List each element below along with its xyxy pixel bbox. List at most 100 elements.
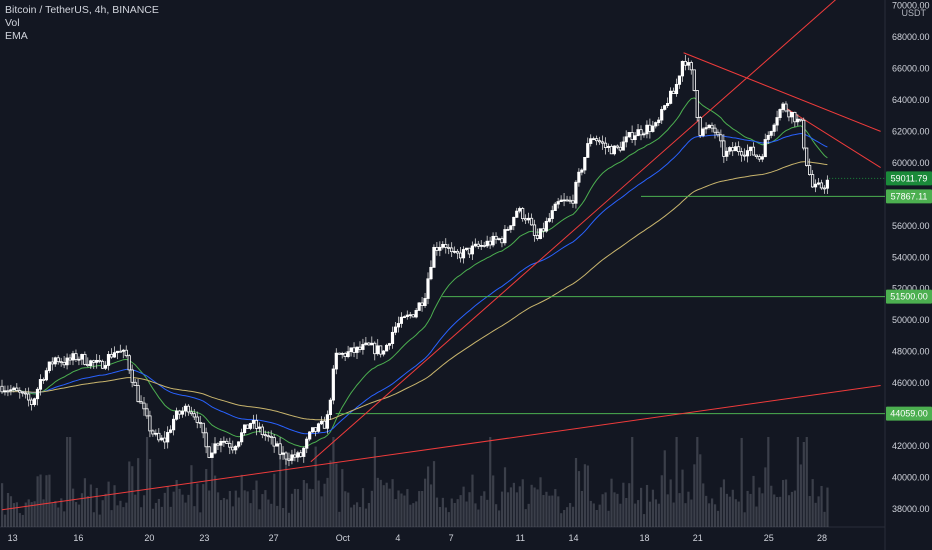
- candle-body: [603, 142, 608, 148]
- candle-body: [396, 323, 401, 328]
- volume-bar: [1, 483, 4, 527]
- candle-body: [216, 443, 220, 446]
- candle-body: [589, 138, 593, 144]
- candle-body: [302, 447, 306, 457]
- volume-bar: [163, 492, 166, 527]
- volume-bar: [432, 461, 436, 527]
- price-tick-label: 66000.00: [892, 63, 930, 73]
- candle-body: [805, 147, 809, 166]
- candle-body: [722, 140, 726, 157]
- candle-body: [482, 245, 486, 247]
- volume-bar: [119, 500, 122, 527]
- volume-bar: [429, 484, 433, 527]
- volume-bar: [675, 437, 678, 527]
- volume-bar: [486, 499, 489, 527]
- volume-bar: [657, 503, 660, 527]
- volume-bar: [734, 499, 737, 527]
- volume-bar: [799, 464, 802, 527]
- candle-body: [583, 157, 587, 171]
- volume-bar: [746, 490, 749, 527]
- candle-body: [157, 432, 161, 441]
- candle-body: [497, 238, 501, 241]
- ema-lines: [1, 97, 828, 448]
- candle-body: [411, 314, 415, 318]
- volume-bar: [820, 485, 823, 527]
- volume-bar: [648, 501, 652, 527]
- volume-bar: [95, 487, 98, 527]
- volume-bar: [489, 437, 492, 527]
- volume-bar: [672, 502, 675, 527]
- candle-body: [305, 438, 309, 449]
- candle-body: [254, 420, 259, 429]
- volume-bar: [453, 502, 456, 527]
- candle-body: [387, 343, 392, 346]
- volume-bar: [569, 502, 572, 527]
- candle-body: [186, 405, 190, 413]
- candle-body: [479, 245, 483, 247]
- candle-body: [453, 250, 457, 253]
- price-tick-label: 68000.00: [892, 32, 930, 42]
- candle-body: [719, 134, 723, 142]
- volume-bar: [24, 502, 27, 527]
- candle-body: [612, 145, 616, 155]
- volume-bar: [758, 487, 761, 527]
- volume-bar: [456, 499, 459, 527]
- volume-bar: [311, 489, 314, 527]
- time-tick-label: Oct: [336, 533, 351, 543]
- price-tick-label: 46000.00: [892, 378, 930, 388]
- volume-bar: [749, 493, 752, 527]
- volume-bar: [705, 495, 708, 527]
- candle-body: [355, 346, 359, 353]
- volume-bar: [637, 500, 640, 527]
- candle-body: [74, 353, 78, 360]
- volume-bar: [610, 478, 613, 527]
- time-tick-label: 18: [640, 533, 650, 543]
- symbol-title[interactable]: Bitcoin / TetherUS, 4h, BINANCE: [5, 4, 159, 16]
- volume-bar: [773, 494, 776, 527]
- volume-bar: [338, 511, 341, 527]
- candle-body: [346, 351, 350, 358]
- candle-body: [521, 208, 525, 220]
- candle-body: [813, 183, 818, 188]
- volume-bar: [329, 460, 332, 527]
- volume-bar: [314, 446, 317, 527]
- volume-bar: [427, 466, 430, 527]
- candle-body: [130, 369, 134, 383]
- candle-body: [651, 125, 655, 132]
- candle-body: [322, 420, 327, 429]
- volume-bar: [350, 507, 353, 527]
- candle-body: [742, 154, 747, 157]
- volume-bar: [157, 498, 160, 527]
- volume-bar: [77, 504, 81, 527]
- volume-bar: [545, 491, 548, 527]
- candle-body: [376, 345, 380, 355]
- volume-bar: [391, 479, 394, 527]
- candle-body: [512, 216, 516, 227]
- volume-bar: [140, 507, 143, 527]
- candle-body: [384, 344, 389, 352]
- volume-bar: [770, 485, 773, 527]
- candle-body: [438, 246, 442, 251]
- candle-body: [414, 310, 418, 318]
- volume-bar: [566, 507, 569, 527]
- candle-body: [580, 169, 584, 173]
- candle-body: [503, 229, 507, 244]
- volume-bar: [148, 458, 152, 527]
- volume-bar: [160, 506, 163, 527]
- candle-body: [470, 245, 474, 255]
- volume-bar: [719, 487, 723, 527]
- candle-body: [316, 423, 321, 432]
- volume-bar: [503, 467, 507, 527]
- candle-body: [32, 398, 37, 405]
- volume-bar: [12, 503, 16, 527]
- candle-body: [278, 443, 282, 455]
- candle-body: [447, 246, 451, 249]
- volume-bar: [702, 483, 705, 527]
- volume-bar: [293, 488, 297, 527]
- candle-body: [207, 446, 211, 458]
- volume-indicator-label[interactable]: Vol: [5, 17, 20, 29]
- ema-indicator-label[interactable]: EMA: [5, 30, 28, 42]
- volume-bar: [696, 437, 699, 527]
